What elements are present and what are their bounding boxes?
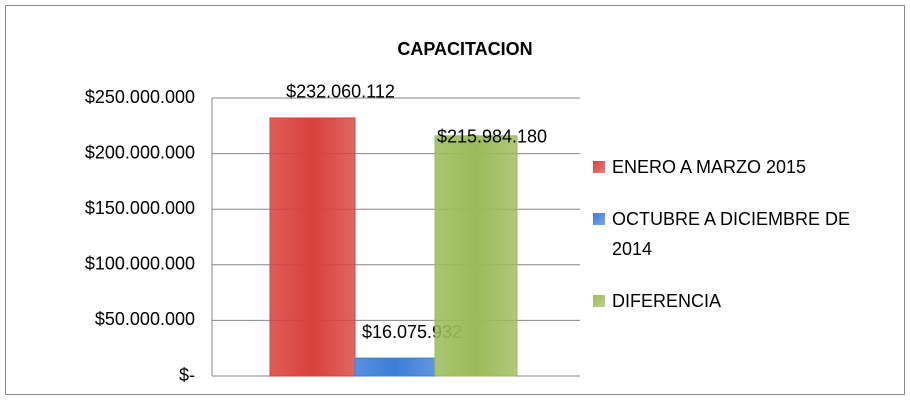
bar	[354, 357, 436, 377]
bar	[269, 117, 356, 377]
y-tick-label: $50.000.000	[95, 309, 195, 329]
y-tick-label: $150.000.000	[85, 198, 195, 218]
chart-title: CAPACITACION	[397, 39, 532, 59]
legend-swatch	[593, 213, 605, 225]
legend-item: DIFERENCIA	[590, 286, 890, 316]
y-tick-label: $100.000.000	[85, 254, 195, 274]
bar	[434, 135, 518, 377]
legend-swatch	[593, 161, 605, 173]
data-label: $232.060.112	[286, 82, 395, 102]
legend-item: OCTUBRE A DICIEMBRE DE 2014	[590, 204, 890, 264]
y-tick-label: $250.000.000	[85, 87, 195, 107]
legend-label: OCTUBRE A DICIEMBRE DE 2014	[612, 209, 851, 259]
y-tick-label: $-	[179, 365, 195, 385]
data-label: $215.984.180	[437, 127, 547, 147]
legend-label: DIFERENCIA	[612, 291, 722, 311]
legend: ENERO A MARZO 2015 OCTUBRE A DICIEMBRE DE…	[590, 152, 890, 338]
legend-swatch	[593, 295, 605, 307]
legend-item: ENERO A MARZO 2015	[590, 152, 890, 182]
legend-label: ENERO A MARZO 2015	[612, 157, 807, 177]
y-tick-label: $200.000.000	[85, 142, 195, 162]
